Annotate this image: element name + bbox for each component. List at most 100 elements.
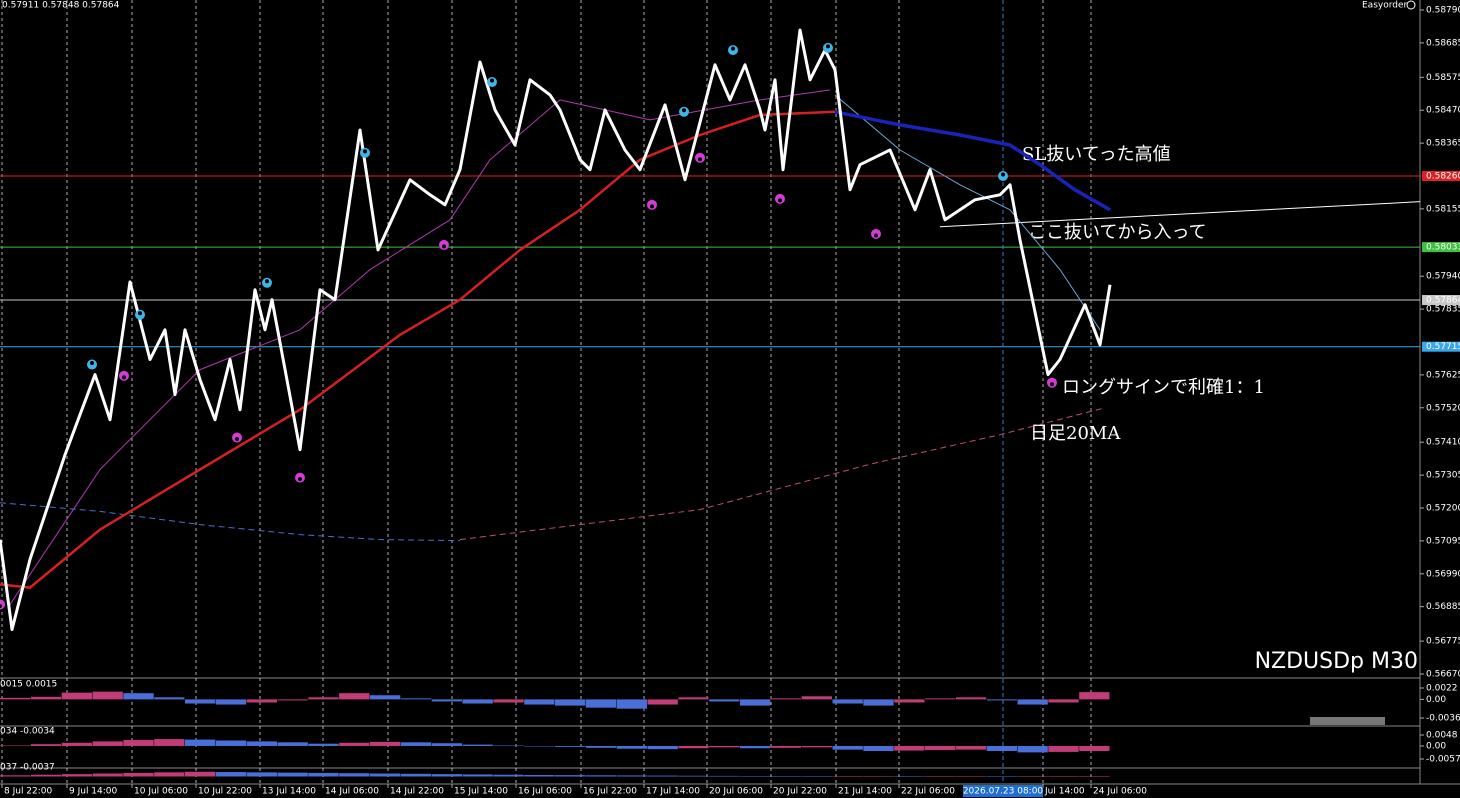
y-tick-label: 0.00	[1426, 695, 1446, 705]
x-tick-label: 14 Jul 22:00	[390, 787, 444, 797]
histogram-bar	[493, 774, 524, 777]
histogram-bar	[925, 776, 956, 777]
level-label-box	[1422, 295, 1460, 306]
signal-marker-core	[0, 603, 2, 608]
panel-badge	[1310, 717, 1385, 725]
histogram-bar	[185, 739, 216, 746]
signal-marker-core	[650, 204, 654, 209]
crosshair-label: 2026.07.23 08:00	[963, 787, 1044, 797]
y-tick-label: 0.57520	[1426, 403, 1460, 413]
y-tick-label: 0.56990	[1426, 569, 1460, 579]
histogram-bar	[647, 699, 678, 705]
expert-icon	[1406, 0, 1416, 10]
histogram-bar	[123, 772, 154, 777]
histogram-bar	[863, 776, 894, 777]
histogram-bar	[277, 699, 308, 701]
histogram-bar	[647, 775, 678, 777]
histogram-bar	[647, 745, 678, 750]
y-tick-label: 0.58790	[1426, 6, 1460, 16]
histogram-bar	[92, 741, 123, 746]
histogram-bar	[92, 773, 123, 777]
histogram-bar	[894, 745, 925, 751]
histogram-bar	[277, 772, 308, 777]
histogram-bar	[431, 699, 462, 702]
signal-marker-core	[442, 244, 446, 249]
signal-marker-core	[874, 233, 878, 238]
histogram-bar	[339, 742, 370, 746]
y-tick-label: 0.57625	[1426, 370, 1460, 380]
histogram-bar	[431, 743, 462, 746]
x-tick-label: 17 Jul 14:00	[646, 787, 700, 797]
histogram-bar	[955, 697, 987, 700]
histogram-bar	[770, 745, 802, 748]
histogram-bar	[462, 744, 493, 746]
signal-marker-core	[138, 311, 142, 316]
y-tick-label: 0.00	[1426, 741, 1446, 751]
histogram-bar	[616, 775, 647, 777]
x-tick-label: 22 Jul 06:00	[901, 787, 955, 797]
panel-header: 0015 0.0015	[0, 680, 57, 690]
histogram-bar	[308, 772, 339, 777]
histogram-bar	[0, 697, 31, 700]
y-tick-label: 0.58575	[1426, 73, 1460, 83]
y-tick-label: 0.57835	[1426, 305, 1460, 315]
x-tick-label: Jul 14:00	[1044, 787, 1085, 797]
x-tick-label: 20 Jul 06:00	[709, 787, 763, 797]
level-label: 0.58260	[1426, 172, 1460, 182]
y-tick-label: 0.56775	[1426, 637, 1460, 647]
histogram-bar	[894, 699, 925, 703]
histogram-bar	[30, 696, 62, 700]
histogram-bar	[678, 775, 709, 777]
histogram-bar	[308, 697, 339, 700]
x-tick-label: 24 Jul 06:00	[1093, 787, 1147, 797]
panel-header: 037 -0.0037	[0, 763, 55, 773]
signal-marker-core	[265, 279, 269, 284]
histogram-bar	[1017, 776, 1048, 777]
annotation: 日足20MA	[1030, 423, 1121, 444]
histogram-bar	[770, 776, 802, 777]
y-tick-label: 0.57305	[1426, 471, 1460, 481]
histogram-bar	[431, 774, 462, 777]
histogram-bar	[832, 776, 863, 777]
signal-marker-core	[698, 157, 702, 162]
x-tick-label: 13 Jul 14:00	[262, 787, 316, 797]
x-tick-label: 14 Jul 06:00	[325, 787, 379, 797]
y-tick-label: -0.0057	[1426, 755, 1460, 765]
level-label-box	[1422, 171, 1460, 181]
histogram-bar	[740, 776, 771, 777]
histogram-bar	[955, 745, 987, 750]
histogram-bar	[370, 773, 401, 777]
histogram-bar	[400, 742, 432, 746]
crosshair-label-box	[963, 785, 1043, 797]
histogram-bar	[524, 699, 555, 705]
series-line	[0, 502, 461, 542]
histogram-bar	[585, 745, 617, 748]
histogram-bar	[61, 774, 92, 777]
signal-marker-core	[731, 46, 735, 51]
histogram-bar	[1048, 745, 1079, 752]
histogram-bar	[709, 775, 740, 777]
x-tick-label: 16 Jul 22:00	[583, 787, 637, 797]
level-label-box	[1422, 242, 1460, 253]
histogram-bar	[154, 772, 185, 777]
histogram-bar	[986, 776, 1017, 777]
x-tick-label: 20 Jul 22:00	[773, 787, 827, 797]
histogram-bar	[678, 697, 709, 700]
histogram-bar	[1017, 699, 1048, 705]
y-tick-label: 0.0048	[1426, 731, 1458, 741]
price-header: 0.57911 0.57848 0.57864	[2, 1, 120, 11]
histogram-bar	[986, 699, 1017, 701]
histogram-bar	[524, 745, 555, 747]
y-tick-label: 0.58155	[1426, 204, 1460, 214]
histogram-bar	[863, 745, 894, 751]
histogram-bar	[185, 699, 216, 704]
histogram-bar	[215, 699, 247, 705]
histogram-bar	[986, 745, 1017, 751]
y-tick-label: 0.58470	[1426, 106, 1460, 116]
histogram-bar	[1079, 745, 1110, 751]
histogram-bar	[370, 695, 401, 700]
histogram-bar	[462, 699, 493, 704]
histogram-bar	[832, 699, 863, 704]
histogram-bar	[123, 740, 154, 746]
